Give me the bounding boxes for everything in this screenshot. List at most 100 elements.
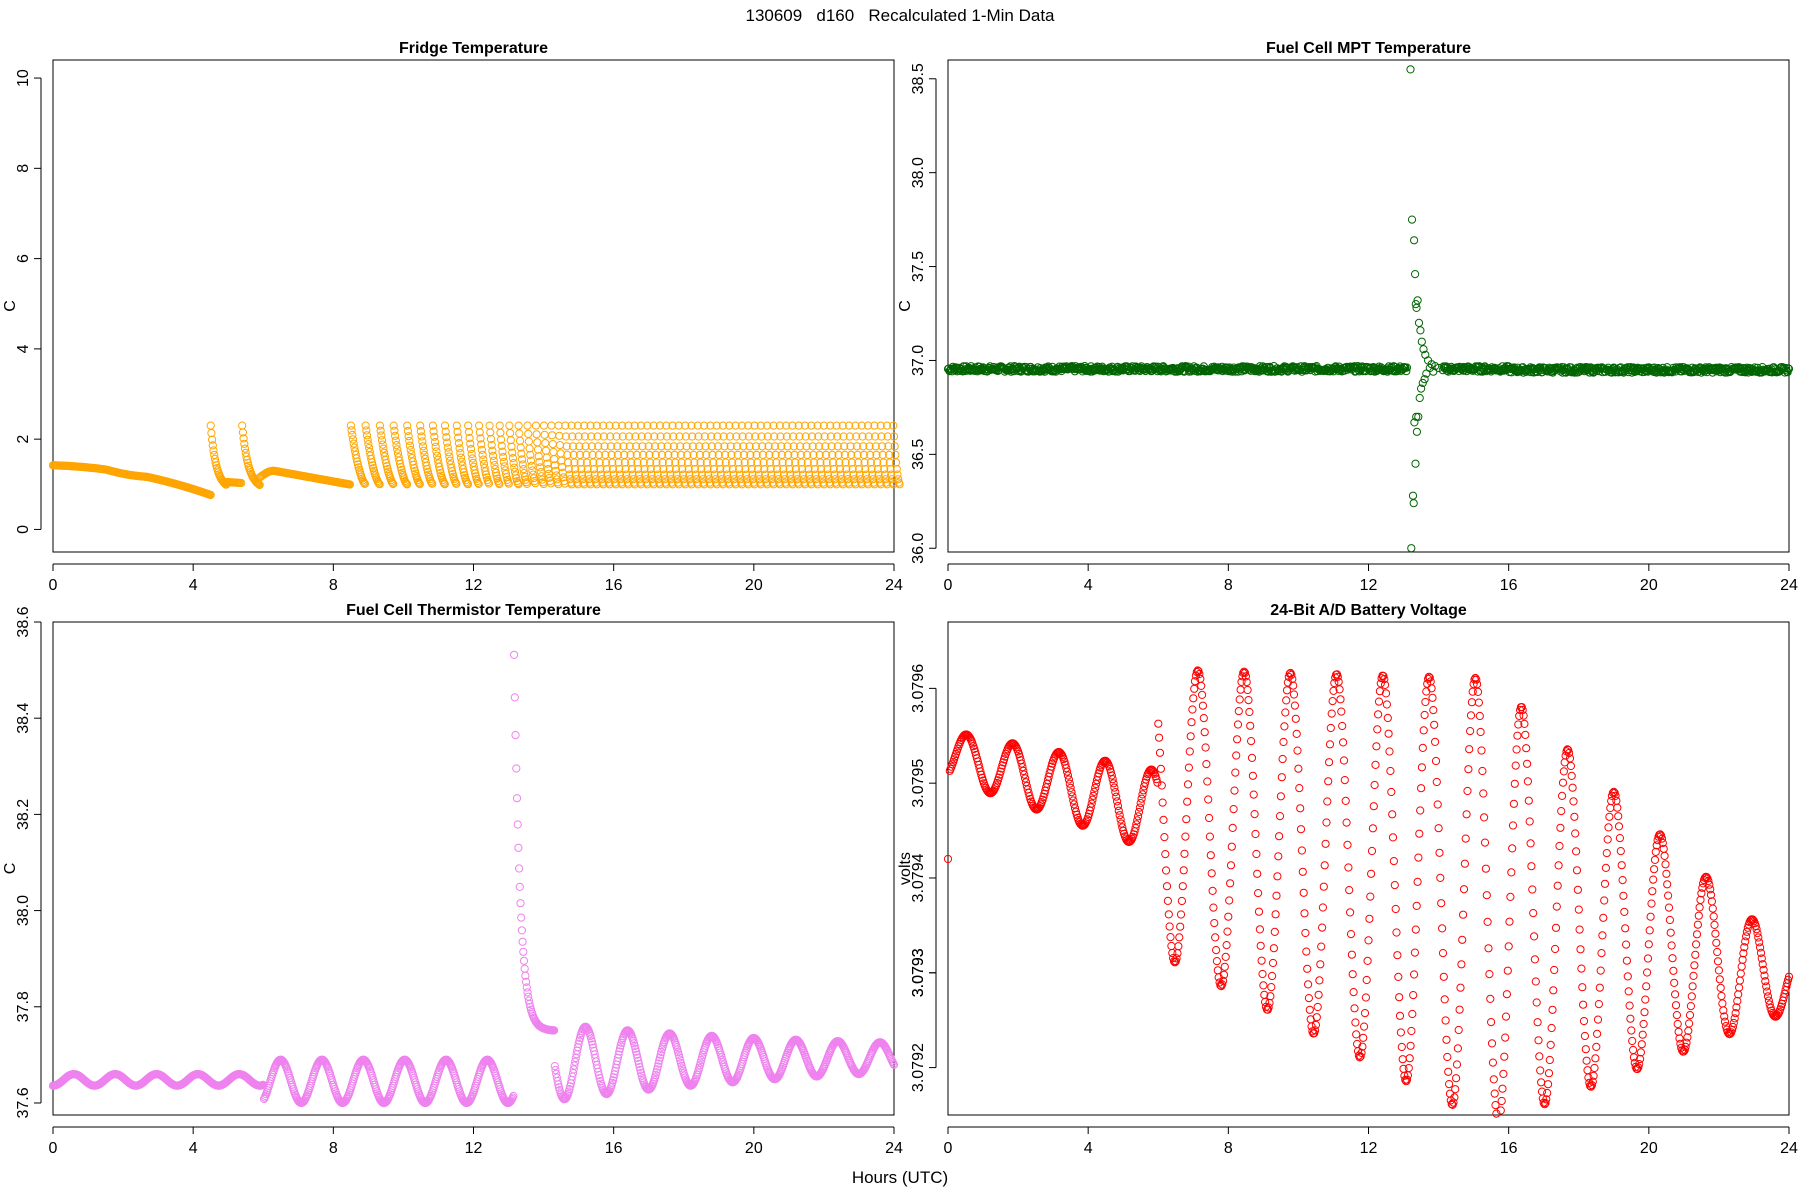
data-point [389,421,398,430]
data-point [1530,932,1539,941]
data-point [360,479,369,488]
data-point [615,470,625,479]
data-point [895,480,904,489]
data-point [830,470,839,479]
data-point [378,440,387,449]
data-point [714,442,723,451]
data-point [1586,1082,1596,1091]
data-point [1624,987,1633,996]
data-point [1157,781,1166,790]
data-point [348,430,357,440]
data-point [513,820,522,829]
data-point [1685,1019,1694,1028]
data-point [693,480,702,489]
data-point [533,445,543,454]
data-point [629,475,638,484]
data-point [1541,1099,1550,1108]
data-point [361,421,370,430]
data-point [463,480,473,489]
data-point [597,470,606,479]
data-point [686,475,695,484]
series-fridge [48,421,904,500]
data-point [707,442,716,451]
data-point [1475,711,1484,721]
data-point [814,432,823,441]
data-point [633,458,642,467]
data-point [566,475,575,484]
data-point [1667,941,1676,950]
data-point [524,996,534,1005]
data-point [1269,944,1279,953]
data-point [601,458,611,467]
data-point [1347,950,1357,959]
data-point [505,421,514,430]
data-point [718,480,728,489]
data-point [1357,1048,1366,1058]
data-point [477,440,486,449]
data-point [655,1056,664,1065]
data-point [1509,799,1519,808]
data-point [1387,787,1396,797]
data-point [1329,686,1338,696]
data-point [391,436,400,445]
data-point [643,421,652,430]
data-point [1436,873,1445,883]
data-point [824,470,833,479]
data-point [1434,824,1443,833]
data-point [1569,797,1578,806]
data-point [606,442,616,451]
data-point [669,442,679,451]
data-point [1428,693,1437,702]
data-point [1170,958,1180,967]
y-tick-label: 3.0793 [910,948,927,997]
data-point [430,432,439,441]
data-point [1395,993,1404,1002]
data-point [1544,1069,1554,1078]
data-point [1733,996,1742,1006]
data-point [1285,669,1294,678]
data-point [471,469,480,478]
data-point [1330,678,1339,688]
data-point [740,458,749,467]
data-point [571,470,580,479]
data-point [1108,775,1117,784]
data-point [1419,345,1428,354]
data-point [1226,861,1236,870]
data-point [429,427,438,436]
data-point [1066,783,1075,793]
data-point [1459,885,1469,894]
data-point [1304,994,1314,1003]
data-point [971,747,980,757]
data-point [1212,946,1221,955]
data-point [890,442,899,451]
data-point [1438,949,1448,958]
data-point [542,453,551,462]
data-point [1417,384,1426,393]
data-point [428,421,437,430]
data-point [1473,687,1483,697]
data-point [1602,849,1611,858]
data-point [754,470,763,479]
data-point [1402,367,1411,376]
data-point [1275,832,1284,841]
data-point [1455,1005,1464,1014]
data-point [1647,899,1656,908]
data-point [779,465,788,474]
data-point [1297,846,1307,855]
data-point [1018,763,1027,772]
data-point [1402,363,1412,372]
data-point [453,427,462,436]
data-point [791,458,800,467]
data-point [1088,795,1097,804]
data-point [688,432,697,441]
data-point [1200,728,1209,737]
data-point [1688,982,1697,991]
data-point [1416,806,1425,815]
data-point [1715,975,1724,984]
data-point [1195,669,1204,679]
data-point [497,441,506,450]
data-point [638,442,647,451]
data-point [237,478,246,488]
data-point [702,458,712,467]
data-point [1384,729,1393,738]
